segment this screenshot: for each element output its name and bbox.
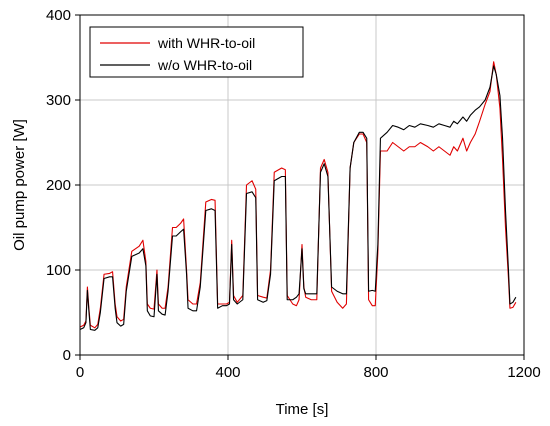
y-tick-label: 100 [46,262,71,279]
legend: with WHR-to-oil w/o WHR-to-oil [89,26,304,78]
series-line-0 [79,61,517,329]
x-tick-label: 800 [363,364,388,381]
x-axis-title: Time [s] [276,401,329,418]
x-tick-label: 0 [76,364,84,381]
y-tick-label: 200 [46,177,71,194]
x-tick-label: 400 [215,364,240,381]
series-line-1 [79,65,517,331]
y-tick-label: 300 [46,92,71,109]
ticks: 0 400 800 1200 0 100 200 300 400 [46,7,541,381]
series-layer [79,61,517,331]
y-axis-title: Oil pump power [W] [11,119,28,251]
y-tick-label: 0 [63,347,71,364]
legend-label-with-whr: with WHR-to-oil [157,35,255,51]
legend-box [89,26,304,78]
legend-label-without-whr: w/o WHR-to-oil [157,57,252,73]
y-tick-label: 400 [46,7,71,24]
x-tick-label: 1200 [507,364,540,381]
